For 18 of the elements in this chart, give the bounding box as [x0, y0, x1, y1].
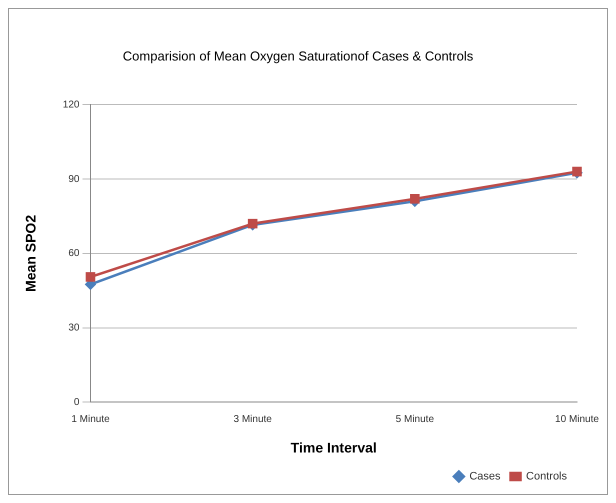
- legend-label: Cases: [469, 470, 502, 483]
- x-tick-label: 10 Minute: [555, 414, 600, 425]
- y-tick-label: 90: [68, 174, 80, 185]
- legend-label: Controls: [526, 470, 568, 483]
- y-tick-label: 30: [68, 322, 80, 334]
- y-axis-title: Mean SPO2: [22, 214, 38, 292]
- chart-title: Comparision of Mean Oxygen Saturationof Cases & Controls: [122, 48, 474, 64]
- y-tick-label: 0: [74, 396, 80, 408]
- x-tick-label: 5 Minute: [396, 414, 434, 425]
- y-tick-label: 60: [68, 248, 80, 260]
- y-tick-label: 120: [62, 99, 80, 110]
- point: [410, 194, 420, 204]
- point: [572, 166, 582, 176]
- point: [86, 272, 96, 282]
- point: [248, 218, 258, 228]
- x-tick-label: 3 Minute: [233, 414, 272, 425]
- x-axis-title: Time Interval: [290, 439, 377, 456]
- x-tick-label: 1 Minute: [71, 414, 110, 425]
